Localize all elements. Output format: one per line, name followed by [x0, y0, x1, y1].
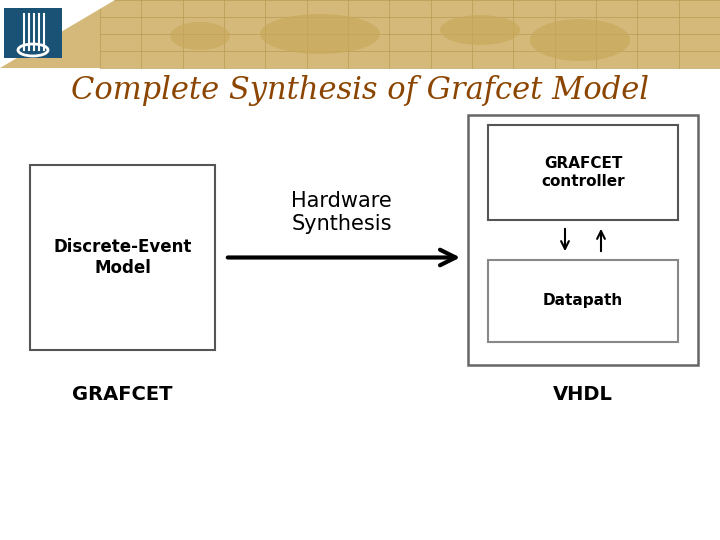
Text: VHDL: VHDL — [553, 386, 613, 404]
Bar — [4, 8, 62, 58]
Bar — [0, 0, 720, 68]
Text: Datapath: Datapath — [543, 294, 623, 308]
Bar — [488, 260, 678, 342]
Bar — [488, 125, 678, 220]
Bar — [468, 115, 698, 365]
Ellipse shape — [260, 14, 380, 54]
Text: GRAFCET: GRAFCET — [72, 386, 173, 404]
Text: Hardware
Synthesis: Hardware Synthesis — [291, 191, 392, 234]
Bar — [30, 165, 215, 350]
Ellipse shape — [440, 15, 520, 45]
Text: Discrete-Event
Model: Discrete-Event Model — [53, 238, 192, 277]
Text: Complete Synthesis of Grafcet Model: Complete Synthesis of Grafcet Model — [71, 75, 649, 105]
Polygon shape — [0, 0, 115, 68]
Text: GRAFCET
controller: GRAFCET controller — [541, 156, 625, 188]
Ellipse shape — [170, 22, 230, 50]
Ellipse shape — [530, 19, 630, 61]
